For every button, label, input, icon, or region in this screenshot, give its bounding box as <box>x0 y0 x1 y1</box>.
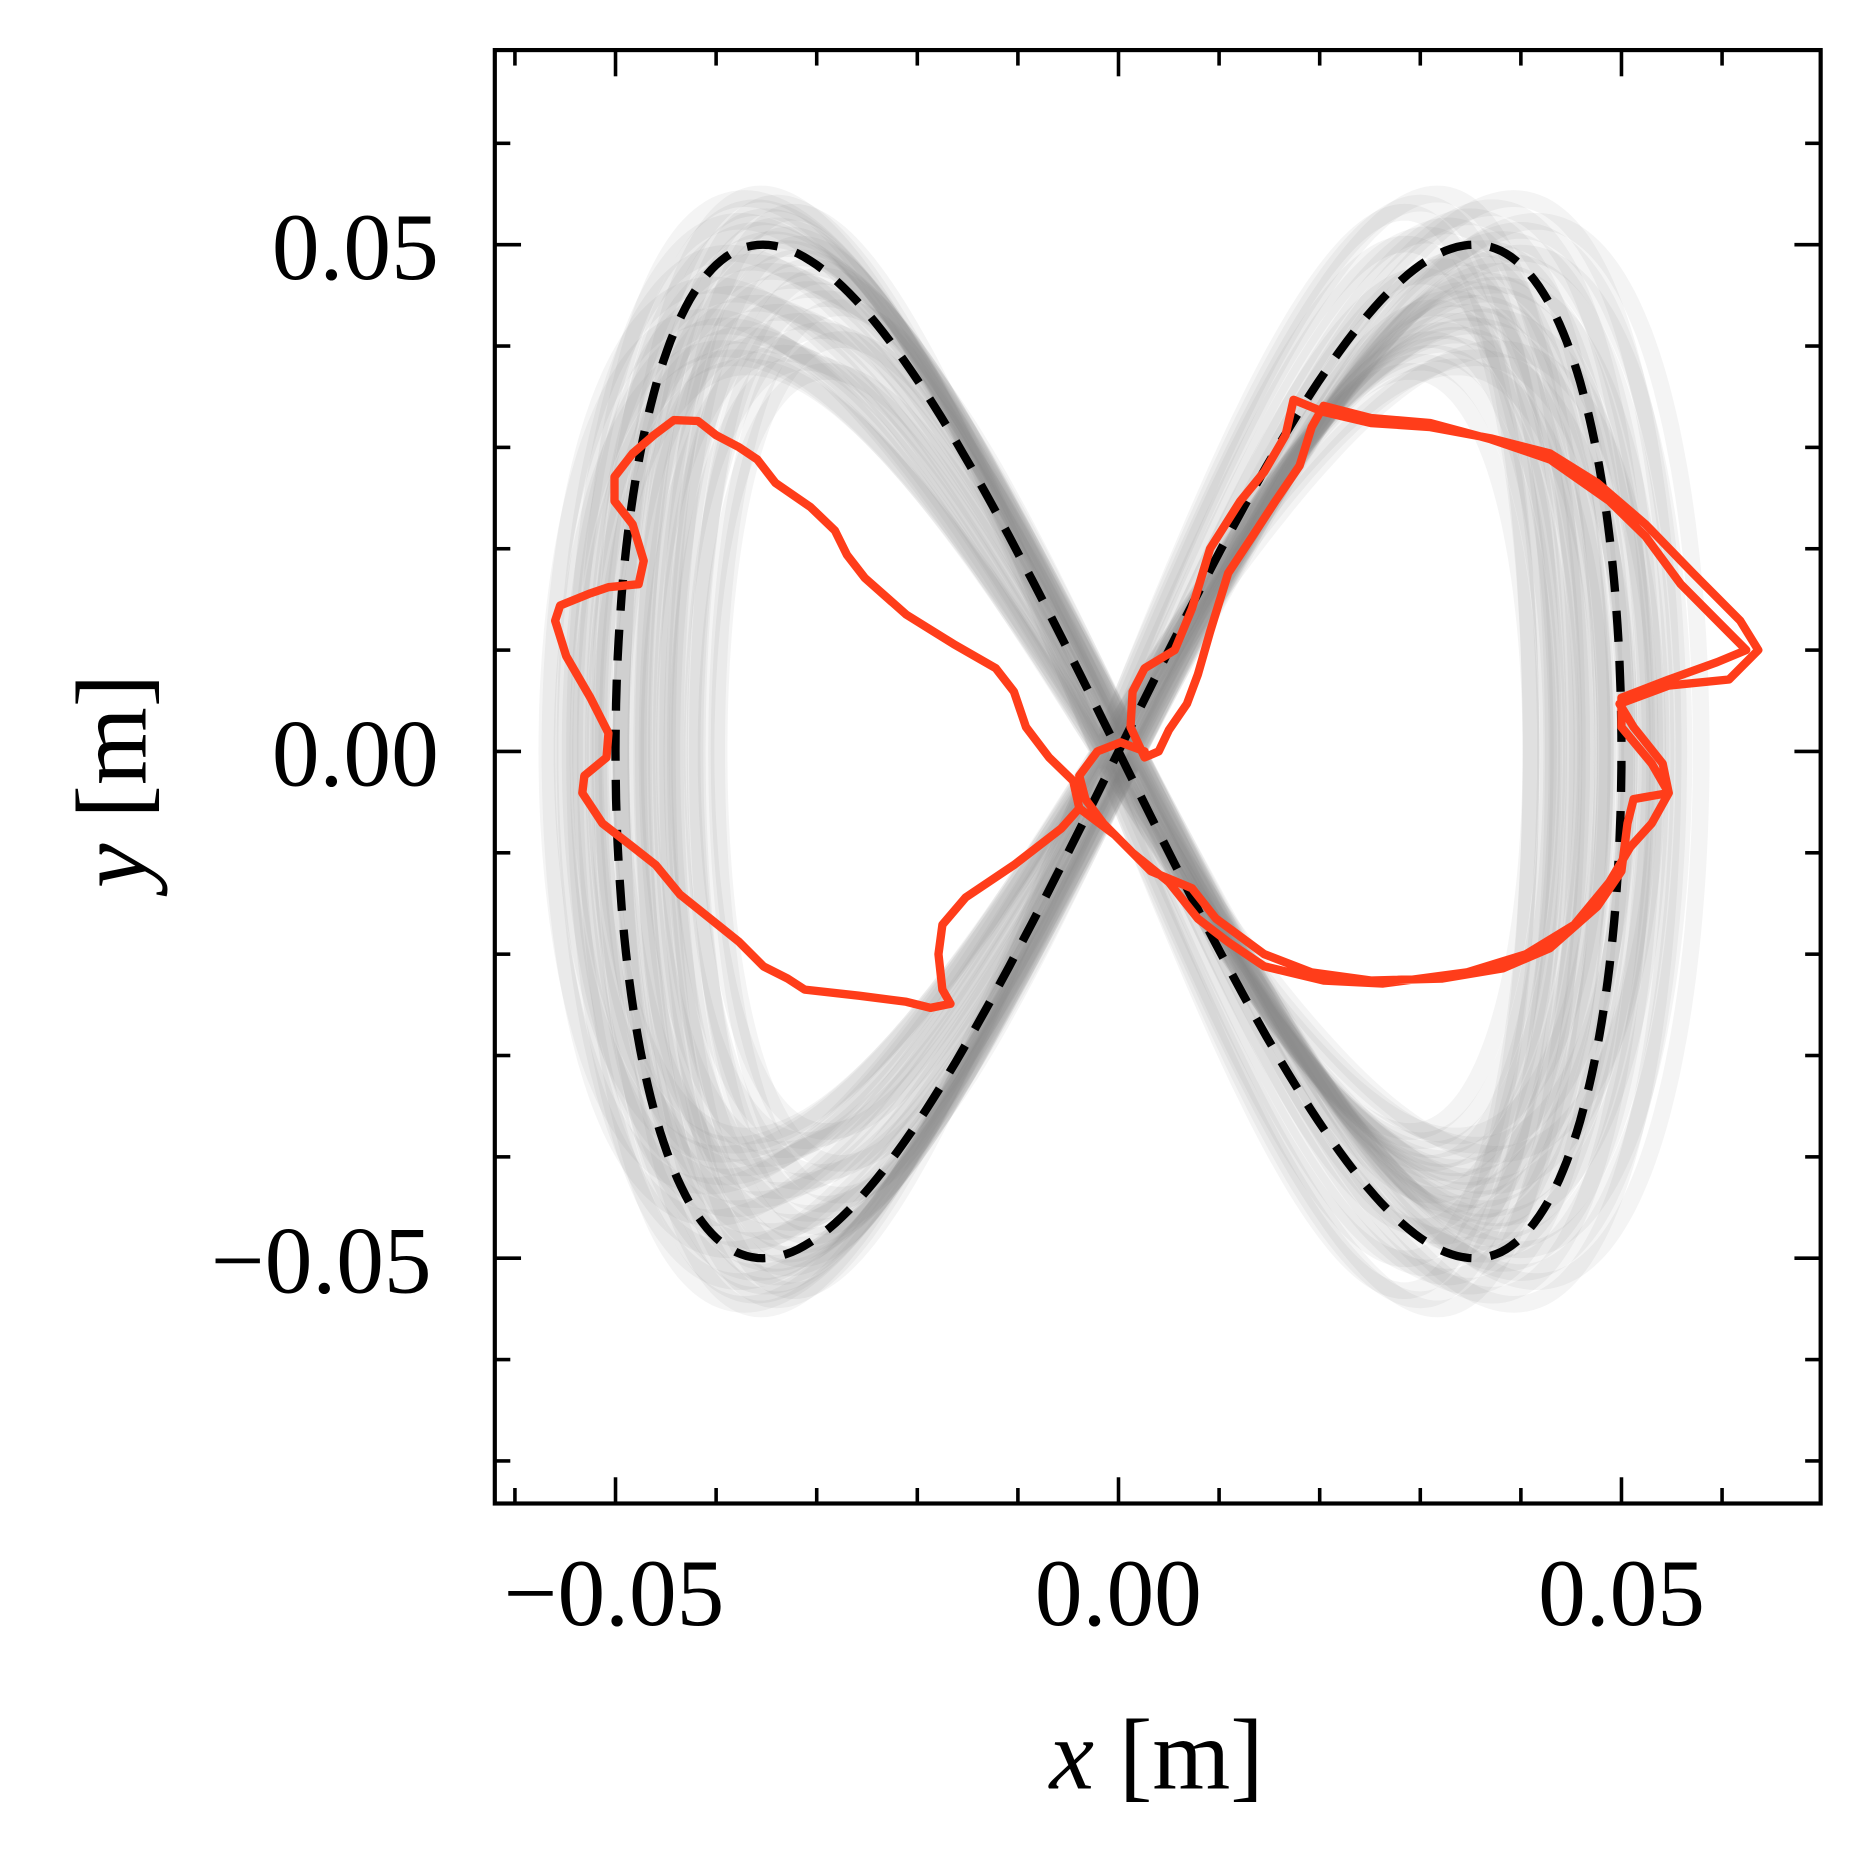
ensemble-trace <box>630 217 1596 1286</box>
ensemble-trace <box>569 285 1652 1218</box>
x-tick-label: 0.05 <box>1538 1540 1705 1646</box>
reference-curve <box>611 240 1626 1263</box>
tick-marks <box>494 50 1821 1504</box>
y-axis-label: y [m] <box>56 674 167 897</box>
trajectory-line <box>550 415 1084 1013</box>
ensemble-trace <box>652 249 1611 1254</box>
y-tick-label: 0.00 <box>272 701 439 807</box>
ensemble-trace <box>668 353 1557 1150</box>
ensemble-trace <box>556 244 1693 1259</box>
y-tick-label: −0.05 <box>211 1207 432 1313</box>
x-tick-label: 0.00 <box>1035 1540 1202 1646</box>
ensemble-trace <box>576 190 1682 1313</box>
ensemble-trace <box>655 312 1599 1190</box>
y-tick-label: 0.05 <box>272 194 439 300</box>
ensemble-trace <box>594 199 1654 1304</box>
trajectory-line <box>1075 395 1763 988</box>
x-tick-label: −0.05 <box>504 1540 725 1646</box>
reference-curve-group <box>611 240 1626 1263</box>
x-axis-label: x [m] <box>1047 1699 1263 1810</box>
plot-frame <box>492 47 1823 1506</box>
ensemble-trace <box>683 322 1580 1181</box>
ensemble-trace <box>584 253 1675 1250</box>
ensemble-trace <box>553 340 1667 1163</box>
ensemble-trace <box>671 258 1583 1245</box>
ensemble-band <box>538 185 1710 1318</box>
trajectory-series-group <box>550 395 1763 1013</box>
